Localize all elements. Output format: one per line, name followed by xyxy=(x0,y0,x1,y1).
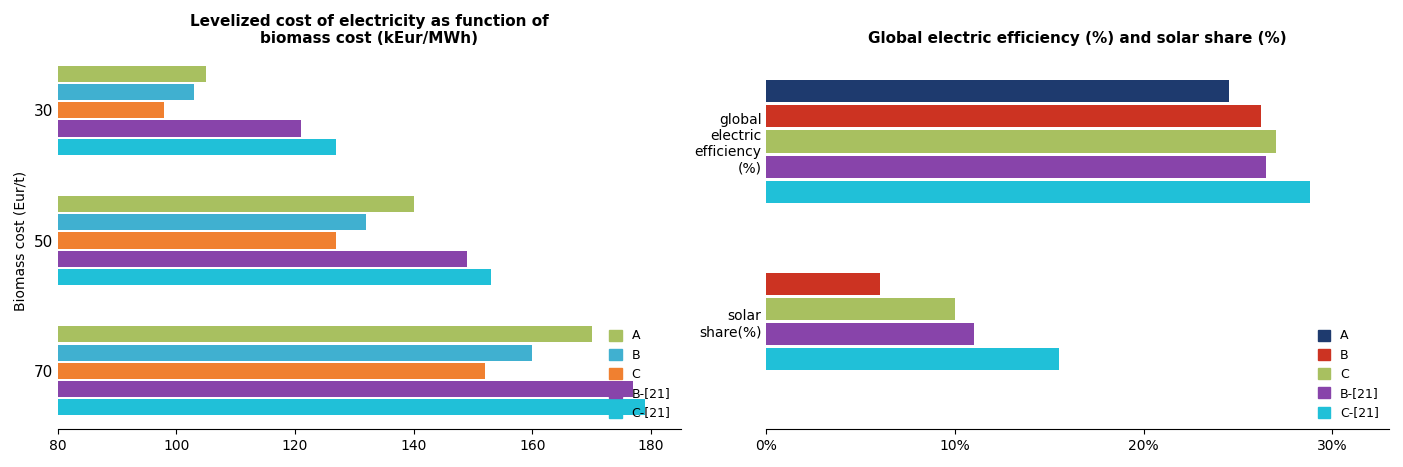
Legend: A, B, C, B-[21], C-[21]: A, B, C, B-[21], C-[21] xyxy=(1315,325,1383,423)
Bar xyxy=(58,214,366,230)
Bar xyxy=(58,326,592,342)
Bar xyxy=(58,363,485,379)
Bar xyxy=(766,156,1267,178)
Bar xyxy=(766,80,1229,102)
Bar xyxy=(58,381,633,397)
Bar xyxy=(58,139,337,155)
Y-axis label: Biomass cost (Eur/t): Biomass cost (Eur/t) xyxy=(14,170,28,311)
Bar xyxy=(58,84,194,100)
Bar xyxy=(766,298,955,320)
Bar xyxy=(58,66,206,82)
Bar xyxy=(58,102,164,118)
Bar xyxy=(58,345,532,361)
Bar xyxy=(58,399,645,415)
Bar xyxy=(766,273,880,295)
Bar xyxy=(58,251,467,267)
Title: Global electric efficiency (%) and solar share (%): Global electric efficiency (%) and solar… xyxy=(868,31,1287,46)
Bar xyxy=(766,323,974,345)
Bar xyxy=(58,233,337,248)
Bar xyxy=(58,269,491,285)
Title: Levelized cost of electricity as function of
biomass cost (kEur/MWh): Levelized cost of electricity as functio… xyxy=(189,14,549,46)
Bar xyxy=(766,105,1261,127)
Bar xyxy=(766,181,1310,203)
Bar xyxy=(58,196,414,212)
Bar xyxy=(58,120,300,136)
Legend: A, B, C, B-[21], C-[21]: A, B, C, B-[21], C-[21] xyxy=(606,325,675,423)
Bar xyxy=(766,348,1059,370)
Bar xyxy=(766,130,1275,153)
